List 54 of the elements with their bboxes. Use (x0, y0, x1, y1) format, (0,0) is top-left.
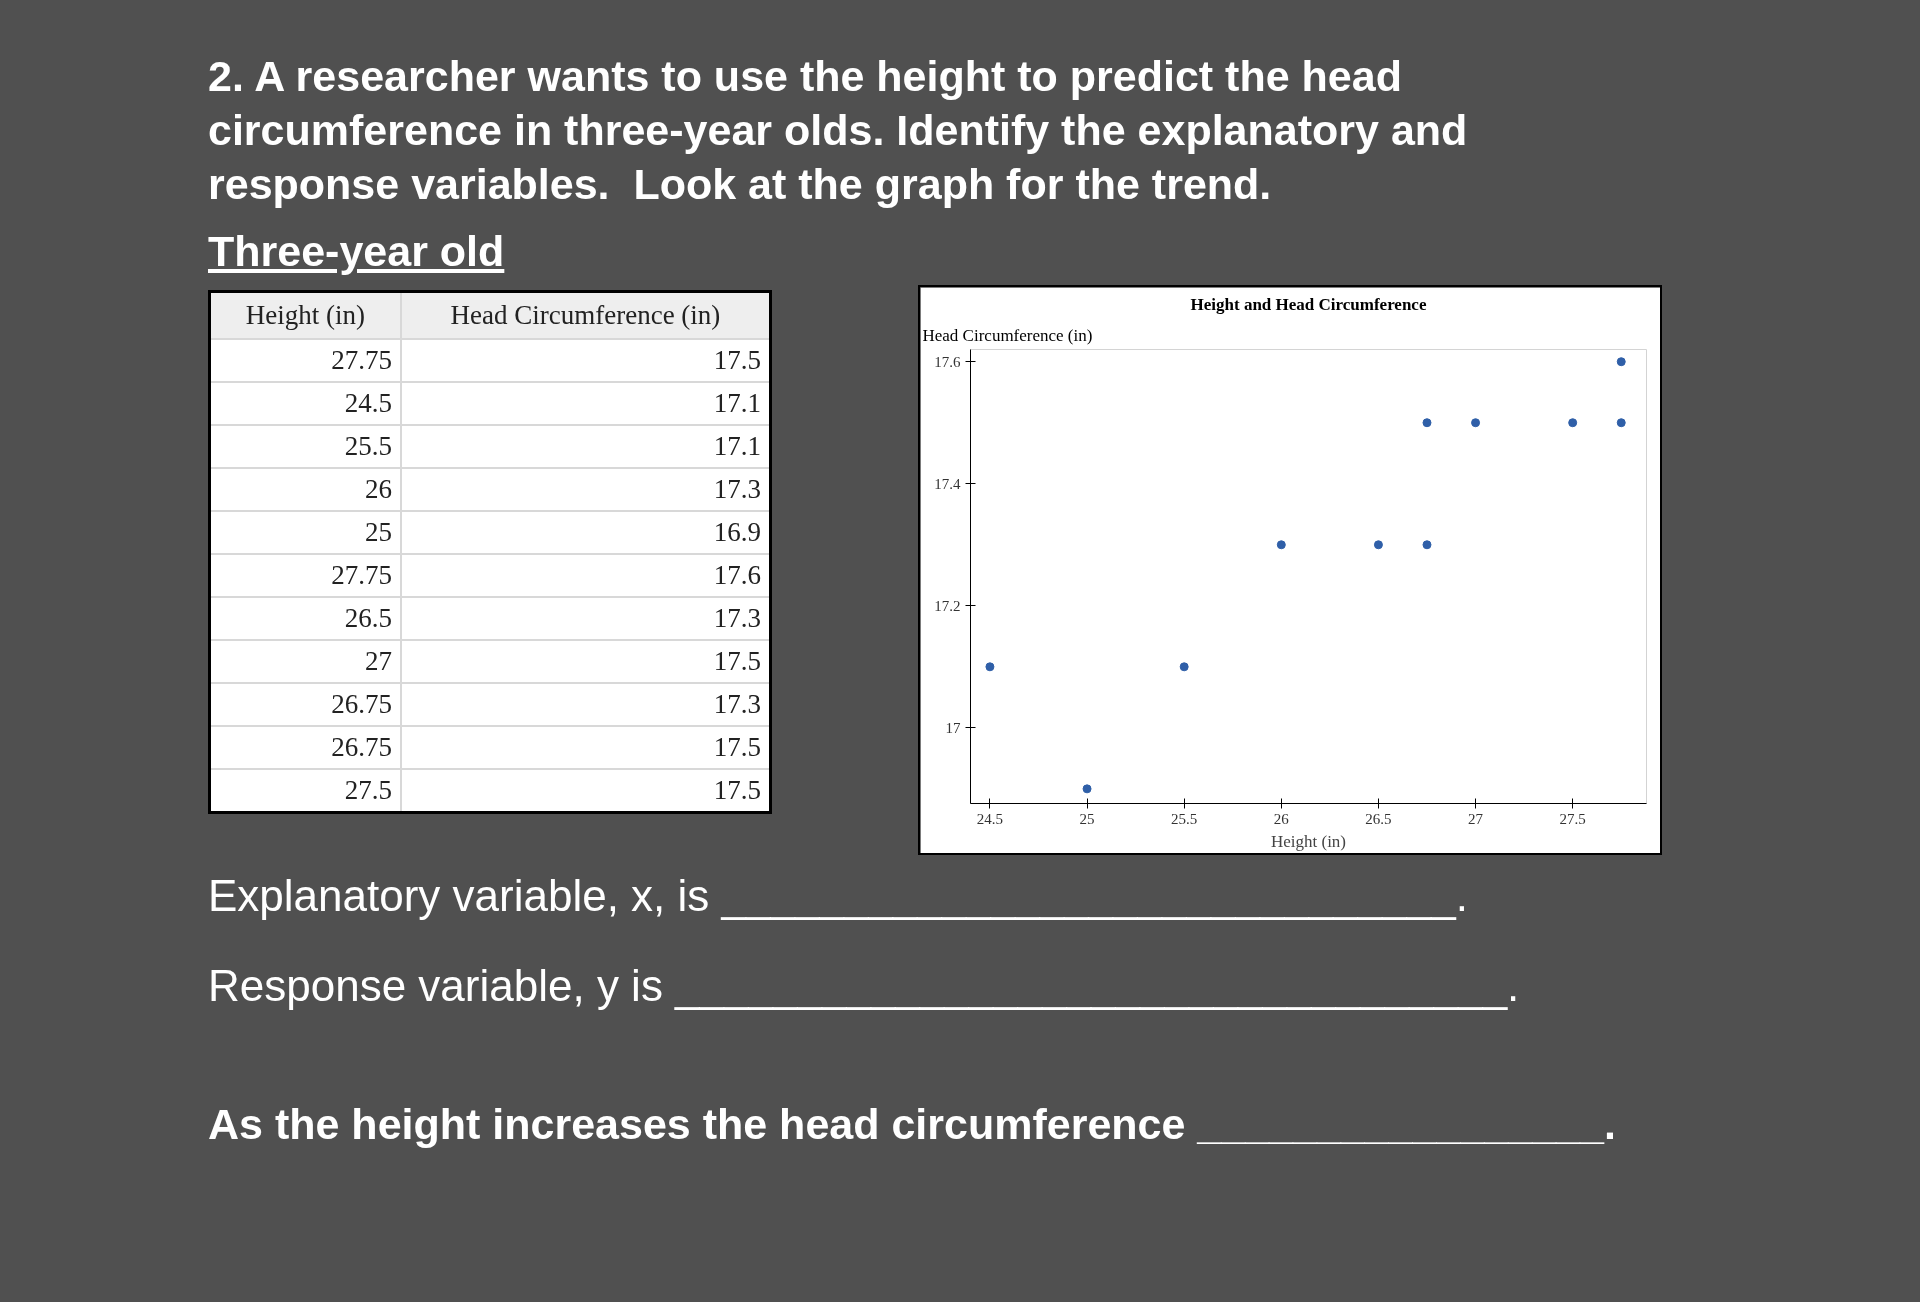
text: Explanatory variable, x, is ______________________________. (208, 870, 1468, 922)
text: 24.5 (344, 388, 392, 418)
y-tick-label: 17.4 (934, 475, 961, 492)
text: 17.5 (713, 732, 761, 762)
text: 17.5 (713, 345, 761, 375)
text: 25.5 (344, 431, 392, 461)
text: 2. A researcher wants to use the height to predict the head circumference in three-year olds. Identify the explanatory and response variables. Look at the graph for the trend. (208, 51, 1469, 210)
point (1179, 662, 1189, 672)
text: 17.1 (713, 388, 761, 418)
text: Response variable, y is __________________________________. (208, 960, 1520, 1012)
point (1082, 784, 1092, 794)
point (985, 662, 995, 672)
text: 26.5 (344, 603, 392, 633)
text: Three-year old (208, 226, 505, 277)
category-label: Head Circumference (in) (400, 291, 771, 339)
y-tick-label: 17.2 (934, 597, 961, 614)
text: 26 (364, 474, 392, 504)
text: 27.75 (331, 345, 392, 375)
text: 27.75 (331, 560, 392, 590)
category-label: Height (in) (209, 291, 401, 339)
x-tick-label: 25 (1079, 810, 1095, 827)
text: 17.6 (713, 560, 761, 590)
point (1568, 418, 1578, 428)
text: 27.5 (344, 775, 392, 805)
text: 17.3 (713, 603, 761, 633)
x-axis-title: Height (in) (1270, 831, 1347, 851)
text: 16.9 (713, 517, 761, 547)
text: 17.3 (713, 689, 761, 719)
text: 17.3 (713, 474, 761, 504)
text: 26.75 (331, 732, 392, 762)
text: 17.1 (713, 431, 761, 461)
y-tick-label: 17 (945, 719, 961, 736)
point (1422, 540, 1432, 550)
x-tick-label: 25.5 (1171, 810, 1198, 827)
point (1616, 357, 1626, 367)
text: As the height increases the head circumference _________________. (208, 1099, 1616, 1150)
text: 17.5 (713, 646, 761, 676)
point (1276, 540, 1286, 550)
text: 17.5 (713, 775, 761, 805)
point (1471, 418, 1481, 428)
text: 25 (364, 517, 392, 547)
x-tick-label: 26.5 (1365, 810, 1392, 827)
x-tick-label: 24.5 (976, 810, 1004, 827)
point (1422, 418, 1432, 428)
text: 27 (364, 646, 392, 676)
y-tick-label: 17.6 (934, 353, 961, 370)
x-tick-label: 26 (1273, 810, 1290, 827)
point (1616, 418, 1626, 428)
x-tick-label: 27 (1468, 810, 1484, 827)
chart-title: Height and Head Circumference (1190, 294, 1427, 314)
x-tick-label: 27.5 (1559, 810, 1586, 827)
text: 26.75 (331, 689, 392, 719)
point (1373, 540, 1383, 550)
y-axis-title: Head Circumference (in) (922, 325, 1093, 345)
